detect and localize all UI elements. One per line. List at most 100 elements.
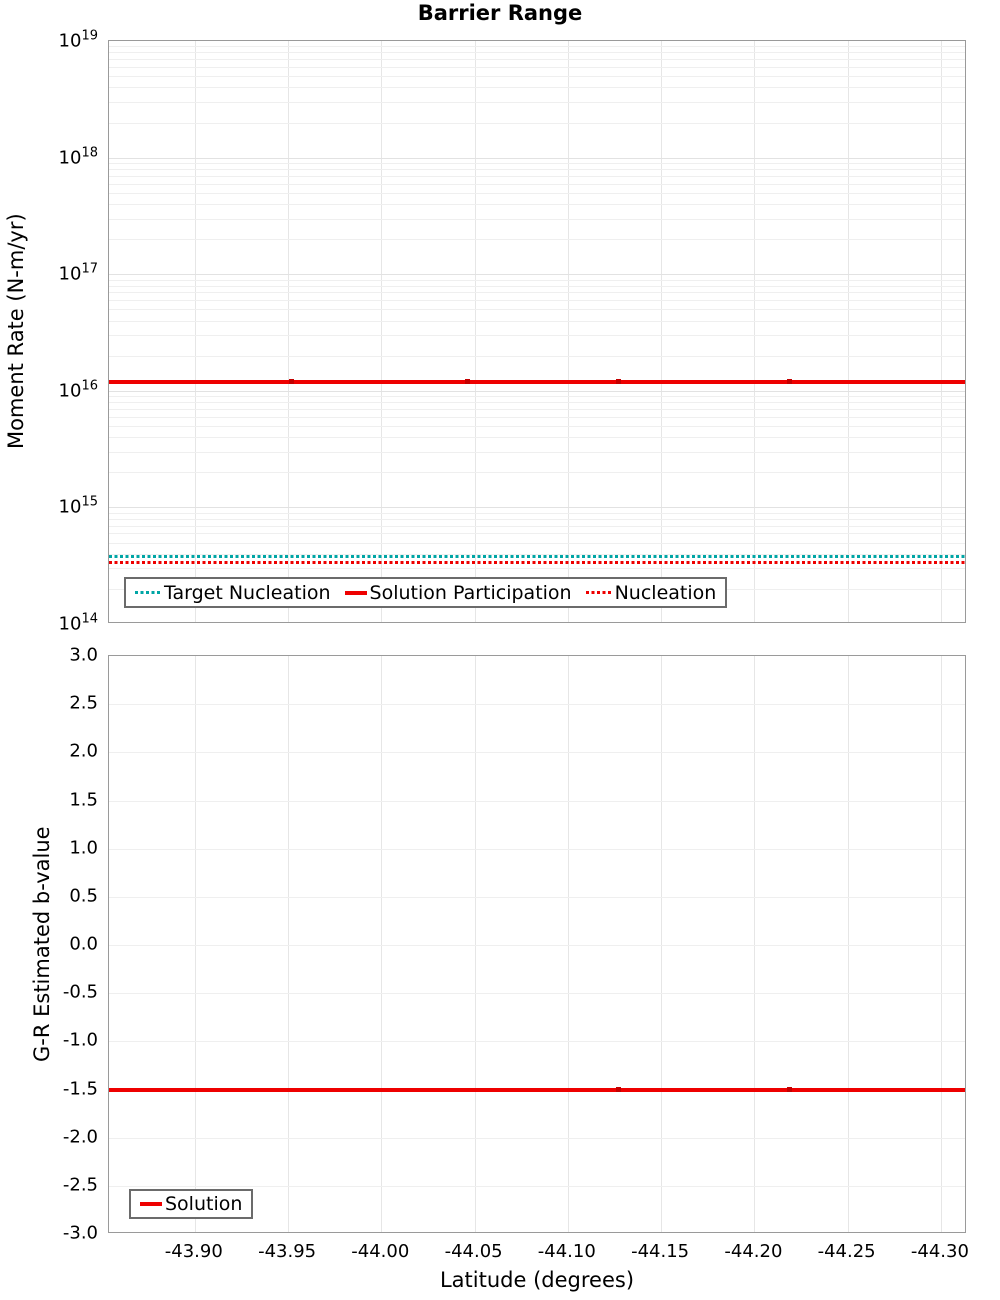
gridline-horizontal — [109, 168, 965, 170]
gridline-horizontal — [109, 945, 965, 946]
gridline-horizontal — [109, 292, 965, 294]
gridline-horizontal — [109, 46, 965, 48]
gridline-horizontal — [109, 993, 965, 995]
gridline-vertical — [661, 41, 663, 622]
legend-label: Nucleation — [614, 581, 717, 604]
gridline-horizontal — [109, 472, 965, 474]
gridline-horizontal — [109, 402, 965, 404]
gridline-vertical — [567, 656, 569, 1232]
gridline-horizontal — [109, 239, 965, 241]
gridline-horizontal — [109, 285, 965, 287]
gridline-horizontal — [109, 525, 965, 527]
x-tick-label: -43.90 — [164, 1241, 223, 1262]
x-axis-label-latitude: Latitude (degrees) — [439, 1268, 635, 1292]
gridline-vertical — [474, 656, 476, 1232]
gridline-horizontal — [109, 1185, 965, 1187]
top-plot-area — [108, 40, 966, 623]
gridline-horizontal — [109, 76, 965, 78]
y-tick-label: 3.0 — [69, 644, 98, 666]
dotted-line-sample-icon — [135, 591, 161, 594]
gridline-horizontal — [109, 157, 965, 159]
series-line-target-nucleation — [109, 554, 965, 558]
gridline-horizontal — [109, 192, 965, 194]
gridline-vertical — [474, 41, 476, 622]
x-tick-label: -44.25 — [817, 1241, 876, 1262]
gridline-vertical — [567, 41, 569, 622]
legend-label: Solution — [165, 1193, 243, 1215]
y-tick-label: -2.0 — [62, 1126, 98, 1148]
series-line-solution — [109, 1087, 965, 1092]
gridline-horizontal — [109, 542, 965, 544]
gridline-horizontal — [109, 416, 965, 418]
gridline-horizontal — [109, 355, 965, 357]
gridline-horizontal — [109, 183, 965, 185]
gridline-vertical — [940, 656, 942, 1232]
y-tick-label: 1.0 — [69, 837, 98, 859]
gridline-horizontal — [109, 87, 965, 89]
data-point-marker — [615, 379, 621, 385]
x-tick-label: -44.05 — [444, 1241, 503, 1262]
gridline-vertical — [754, 41, 756, 622]
gridline-horizontal — [109, 512, 965, 514]
gridline-vertical — [847, 41, 849, 622]
gridline-horizontal — [109, 848, 965, 850]
gridline-horizontal — [109, 300, 965, 302]
gridline-horizontal — [109, 162, 965, 164]
solid-line-sample-icon — [344, 590, 367, 595]
gridline-vertical — [754, 656, 756, 1232]
y-tick-label: -2.5 — [62, 1174, 98, 1196]
gridline-horizontal — [109, 396, 965, 398]
gridline-vertical — [661, 656, 663, 1232]
gridline-vertical — [194, 656, 196, 1232]
y-tick-label: -1.0 — [62, 1029, 98, 1051]
gridline-horizontal — [109, 279, 965, 281]
y-tick-label: 1015 — [58, 494, 98, 518]
data-point-marker — [464, 379, 470, 385]
y-tick-label: -3.0 — [62, 1222, 98, 1244]
gridline-vertical — [940, 41, 942, 622]
y-tick-label: 1.5 — [69, 789, 98, 810]
y-tick-label: 0.0 — [69, 933, 98, 955]
gridline-horizontal — [109, 320, 965, 322]
data-point-marker — [615, 1087, 621, 1092]
y-tick-label: 2.0 — [69, 740, 98, 762]
chart-title: Barrier Range — [417, 1, 583, 25]
gridline-horizontal — [109, 518, 965, 520]
y-tick-label: 1019 — [58, 28, 98, 52]
gridline-horizontal — [109, 59, 965, 61]
series-line-solution-participation — [109, 379, 965, 384]
y-axis-label-b-value: G-R Estimated b-value — [30, 826, 54, 1062]
gridline-horizontal — [109, 408, 965, 410]
gridline-horizontal — [109, 335, 965, 337]
gridline-horizontal — [109, 1041, 965, 1043]
gridline-horizontal — [109, 390, 965, 392]
legend-top: Target Nucleation Solution Participation N… — [124, 577, 728, 608]
y-tick-label: 1014 — [58, 611, 98, 635]
data-point-marker — [289, 379, 295, 385]
gridline-horizontal — [109, 752, 965, 754]
y-tick-label: -1.5 — [62, 1078, 98, 1099]
gridline-horizontal — [109, 800, 965, 802]
gridline-horizontal — [109, 102, 965, 103]
gridline-horizontal — [109, 1137, 965, 1139]
series-line-nucleation — [109, 560, 965, 564]
x-tick-label: -44.15 — [631, 1241, 690, 1262]
data-point-marker — [787, 1087, 793, 1092]
gridline-horizontal — [109, 896, 965, 898]
x-tick-label: -44.20 — [724, 1241, 783, 1262]
gridline-horizontal — [109, 175, 965, 177]
legend-label: Target Nucleation — [164, 581, 331, 604]
gridline-horizontal — [109, 52, 965, 54]
gridline-vertical — [194, 41, 196, 622]
gridline-horizontal — [109, 451, 965, 453]
gridline-horizontal — [109, 204, 965, 205]
legend-label: Solution Participation — [369, 581, 572, 604]
gridline-vertical — [288, 656, 290, 1232]
y-tick-label: -0.5 — [62, 981, 98, 1003]
y-tick-label: 1016 — [58, 378, 98, 402]
bottom-plot-area — [108, 655, 966, 1233]
x-tick-label: -43.95 — [258, 1241, 317, 1262]
gridline-vertical — [288, 41, 290, 622]
gridline-vertical — [381, 656, 383, 1232]
x-tick-label: -44.00 — [351, 1241, 410, 1262]
